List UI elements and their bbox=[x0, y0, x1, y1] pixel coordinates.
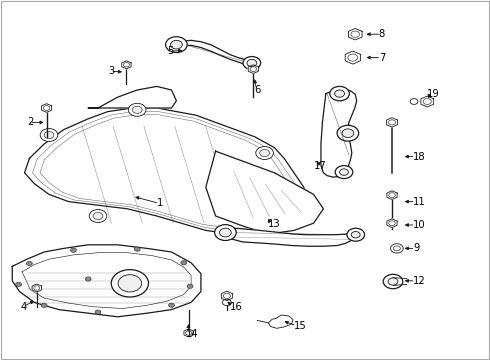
Polygon shape bbox=[206, 151, 323, 234]
Circle shape bbox=[348, 54, 358, 61]
Circle shape bbox=[410, 99, 418, 104]
Circle shape bbox=[26, 261, 32, 266]
Circle shape bbox=[335, 90, 344, 97]
Text: 1: 1 bbox=[157, 198, 163, 208]
Circle shape bbox=[95, 310, 101, 314]
Circle shape bbox=[330, 86, 349, 101]
Circle shape bbox=[34, 286, 40, 290]
Text: 18: 18 bbox=[413, 152, 426, 162]
Circle shape bbox=[351, 31, 360, 37]
Circle shape bbox=[389, 193, 395, 198]
Circle shape bbox=[93, 212, 103, 220]
Text: 2: 2 bbox=[27, 117, 33, 127]
Circle shape bbox=[389, 221, 395, 226]
Circle shape bbox=[243, 57, 261, 69]
Circle shape bbox=[393, 246, 400, 251]
Circle shape bbox=[44, 131, 54, 139]
Polygon shape bbox=[248, 65, 258, 73]
Polygon shape bbox=[174, 40, 257, 67]
Text: 11: 11 bbox=[413, 197, 426, 207]
Text: 3: 3 bbox=[108, 66, 114, 76]
Circle shape bbox=[166, 37, 187, 53]
Text: 10: 10 bbox=[413, 220, 426, 230]
Circle shape bbox=[118, 275, 142, 292]
Circle shape bbox=[340, 169, 348, 175]
Polygon shape bbox=[421, 96, 434, 107]
Text: 7: 7 bbox=[379, 53, 385, 63]
Circle shape bbox=[335, 166, 353, 179]
Polygon shape bbox=[345, 51, 361, 64]
Circle shape bbox=[123, 63, 129, 67]
Circle shape bbox=[388, 278, 398, 285]
Polygon shape bbox=[122, 61, 131, 69]
Text: 4: 4 bbox=[21, 302, 27, 312]
Text: 6: 6 bbox=[254, 85, 261, 95]
Circle shape bbox=[389, 120, 395, 125]
Circle shape bbox=[71, 248, 76, 252]
Circle shape bbox=[222, 299, 231, 306]
Circle shape bbox=[186, 331, 192, 335]
Circle shape bbox=[383, 274, 403, 289]
Text: 16: 16 bbox=[230, 302, 243, 312]
Circle shape bbox=[40, 129, 58, 141]
Circle shape bbox=[16, 282, 22, 287]
Circle shape bbox=[111, 270, 148, 297]
Polygon shape bbox=[24, 108, 309, 238]
Circle shape bbox=[220, 228, 231, 237]
Polygon shape bbox=[387, 118, 397, 127]
Circle shape bbox=[43, 105, 50, 111]
Polygon shape bbox=[88, 86, 176, 108]
Text: 14: 14 bbox=[186, 329, 198, 339]
Text: 12: 12 bbox=[413, 276, 426, 286]
Circle shape bbox=[337, 125, 359, 141]
Text: 8: 8 bbox=[379, 29, 385, 39]
Polygon shape bbox=[221, 291, 232, 301]
Circle shape bbox=[132, 106, 142, 113]
Circle shape bbox=[423, 99, 431, 104]
Circle shape bbox=[171, 40, 182, 49]
Circle shape bbox=[351, 231, 360, 238]
Circle shape bbox=[342, 129, 354, 138]
Polygon shape bbox=[32, 284, 42, 292]
Polygon shape bbox=[12, 245, 201, 317]
Circle shape bbox=[256, 147, 273, 159]
Circle shape bbox=[250, 67, 257, 72]
Text: 9: 9 bbox=[413, 243, 419, 253]
Circle shape bbox=[169, 303, 174, 307]
Polygon shape bbox=[387, 191, 397, 199]
Text: 19: 19 bbox=[427, 89, 440, 99]
Circle shape bbox=[223, 293, 230, 298]
Circle shape bbox=[391, 244, 403, 253]
Text: 17: 17 bbox=[314, 161, 326, 171]
Circle shape bbox=[134, 247, 140, 251]
Polygon shape bbox=[269, 315, 293, 328]
Polygon shape bbox=[42, 104, 51, 112]
Polygon shape bbox=[321, 89, 357, 177]
Circle shape bbox=[215, 225, 236, 240]
Circle shape bbox=[187, 284, 193, 288]
Circle shape bbox=[41, 303, 47, 307]
Circle shape bbox=[128, 103, 146, 116]
Polygon shape bbox=[348, 28, 362, 40]
Text: 15: 15 bbox=[294, 321, 307, 331]
Polygon shape bbox=[184, 329, 194, 337]
Circle shape bbox=[89, 210, 107, 222]
Text: 5: 5 bbox=[168, 46, 174, 56]
Circle shape bbox=[260, 149, 270, 157]
Circle shape bbox=[181, 261, 187, 265]
Polygon shape bbox=[387, 219, 397, 228]
Circle shape bbox=[347, 228, 365, 241]
Polygon shape bbox=[223, 228, 357, 246]
Circle shape bbox=[85, 277, 91, 281]
Circle shape bbox=[247, 59, 257, 67]
Text: 13: 13 bbox=[268, 219, 281, 229]
